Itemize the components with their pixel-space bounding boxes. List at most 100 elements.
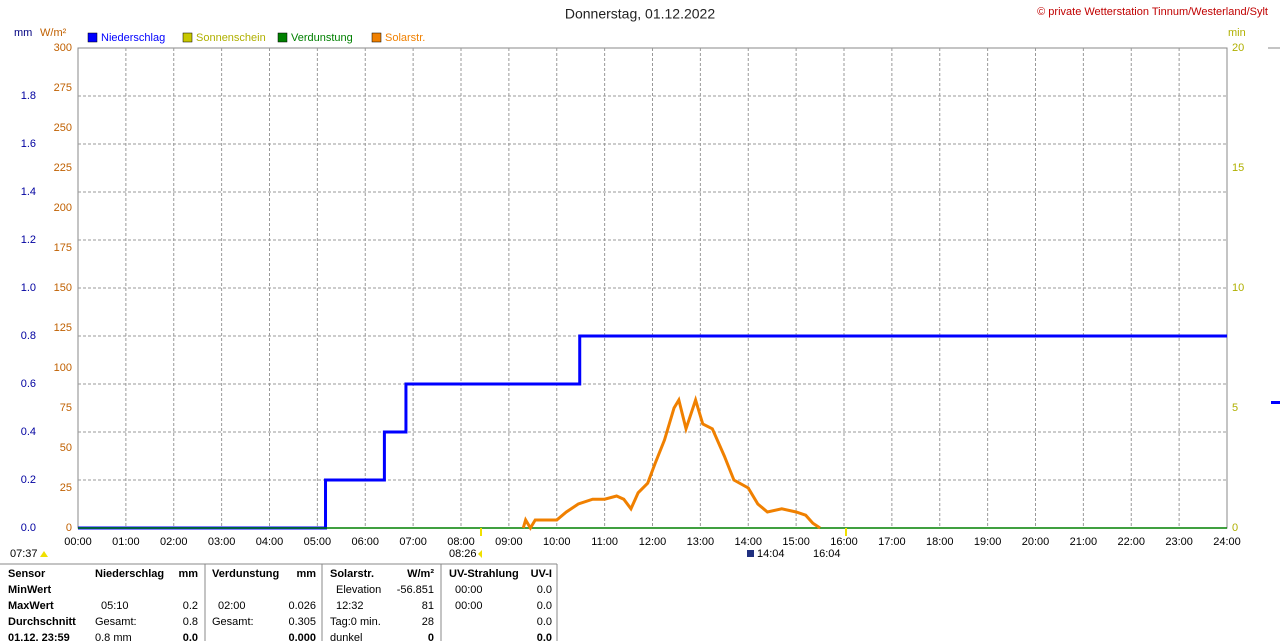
y-tick-label: 200 (54, 202, 72, 214)
x-tick-label: 15:00 (782, 536, 810, 548)
x-tick-label: 13:00 (687, 536, 715, 548)
x-tick-label: 06:00 (351, 536, 379, 548)
table-cell: 81 (422, 600, 434, 612)
column-unit: W/m² (407, 568, 434, 580)
row-label: 01.12. 23:59 (8, 632, 70, 641)
table-cell: 0.305 (288, 616, 316, 628)
legend-swatch (87, 32, 98, 43)
x-tick-label: 22:00 (1117, 536, 1145, 548)
x-tick-label: 12:00 (639, 536, 667, 548)
table-cell: 0 (428, 632, 434, 641)
y2-tick-label: 1.4 (21, 186, 36, 198)
legend-swatch (371, 32, 382, 43)
y3-tick-label: 20 (1232, 42, 1244, 54)
column-header: Niederschlag (95, 568, 164, 580)
x-tick-label: 08:00 (447, 536, 475, 548)
x-tick-label: 09:00 (495, 536, 523, 548)
table-cell: 28 (422, 616, 434, 628)
table-cell: 05:10 (101, 600, 129, 612)
y2-tick-label: 0.8 (21, 330, 36, 342)
legend-label: Verdunstung (291, 32, 353, 44)
y-tick-label: 0 (66, 522, 72, 534)
column-header: UV-Strahlung (449, 568, 519, 580)
table-cell: Elevation (336, 584, 381, 596)
y-tick-label: 275 (54, 82, 72, 94)
legend-swatch (277, 32, 288, 43)
x-tick-label: 11:00 (591, 536, 618, 548)
y3-axis-label: min (1228, 27, 1246, 39)
sun-annotation: 14:04 (757, 548, 785, 560)
y3-tick-label: 5 (1232, 402, 1238, 414)
copyright: © private Wetterstation Tinnum/Westerlan… (1037, 6, 1268, 18)
sun-marker (747, 550, 754, 557)
table-cell: 0.026 (288, 600, 316, 612)
x-tick-label: 19:00 (974, 536, 1002, 548)
row-label: MaxWert (8, 600, 54, 612)
table-cell: 0.0 (537, 632, 552, 641)
x-tick-label: 07:00 (399, 536, 427, 548)
x-tick-label: 14:00 (734, 536, 762, 548)
table-cell: 12:32 (336, 600, 364, 612)
y3-tick-label: 0 (1232, 522, 1238, 534)
row-label: MinWert (8, 584, 52, 596)
sun-annotation: 16:04 (813, 548, 841, 560)
y-tick-label: 225 (54, 162, 72, 174)
column-header: Solarstr. (330, 568, 374, 580)
y-tick-label: 75 (60, 402, 72, 414)
table-cell: Tag:0 min. (330, 616, 381, 628)
x-tick-label: 04:00 (256, 536, 284, 548)
sun-annotation: 08:26 (449, 548, 477, 560)
x-tick-label: 01:00 (112, 536, 140, 548)
series-line (78, 334, 1227, 530)
y-tick-label: 100 (54, 362, 72, 374)
legend-label: Sonnenschein (196, 32, 266, 44)
y2-tick-label: 0.0 (21, 522, 36, 534)
x-tick-label: 24:00 (1213, 536, 1241, 548)
y-tick-label: 125 (54, 322, 72, 334)
table-cell: 00:00 (455, 600, 483, 612)
y3-tick-label: 10 (1232, 282, 1244, 294)
y2-tick-label: 0.2 (21, 474, 36, 486)
y3-tick-label: 15 (1232, 162, 1244, 174)
table-cell: 0.000 (288, 632, 316, 641)
x-tick-label: 03:00 (208, 536, 236, 548)
table-cell: dunkel (330, 632, 362, 641)
table-cell: 02:00 (218, 600, 246, 612)
x-tick-label: 10:00 (543, 536, 571, 548)
table-cell: 00:00 (455, 584, 483, 596)
y2-tick-label: 0.6 (21, 378, 36, 390)
table-cell: 0.8 mm (95, 632, 132, 641)
column-unit: mm (296, 568, 316, 580)
x-tick-label: 17:00 (878, 536, 906, 548)
series-line (521, 395, 821, 531)
x-tick-label: 21:00 (1070, 536, 1098, 548)
table-cell: 0.0 (537, 616, 552, 628)
y2-tick-label: 1.2 (21, 234, 36, 246)
x-tick-label: 23:00 (1165, 536, 1193, 548)
sun-annotation: 07:37 (10, 548, 38, 560)
x-tick-label: 05:00 (304, 536, 332, 548)
table-cell: 0.0 (183, 632, 198, 641)
column-unit: UV-I (531, 568, 552, 580)
y2-tick-label: 1.6 (21, 138, 36, 150)
sun-marker (40, 551, 48, 557)
legend-label: Solarstr. (385, 32, 425, 44)
y-tick-label: 50 (60, 442, 72, 454)
column-unit: mm (178, 568, 198, 580)
y2-tick-label: 1.0 (21, 282, 36, 294)
y2-axis-label: mm (14, 27, 32, 39)
y-tick-label: 250 (54, 122, 72, 134)
table-cell: 0.0 (537, 600, 552, 612)
x-tick-label: 18:00 (926, 536, 954, 548)
y-tick-label: 150 (54, 282, 72, 294)
y2-tick-label: 1.8 (21, 90, 36, 102)
y-tick-label: 175 (54, 242, 72, 254)
table-cell: 0.8 (183, 616, 198, 628)
legend-swatch (182, 32, 193, 43)
x-tick-label: 20:00 (1022, 536, 1050, 548)
chart-title: Donnerstag, 01.12.2022 (565, 6, 715, 22)
x-tick-label: 16:00 (830, 536, 858, 548)
y-tick-label: 300 (54, 42, 72, 54)
